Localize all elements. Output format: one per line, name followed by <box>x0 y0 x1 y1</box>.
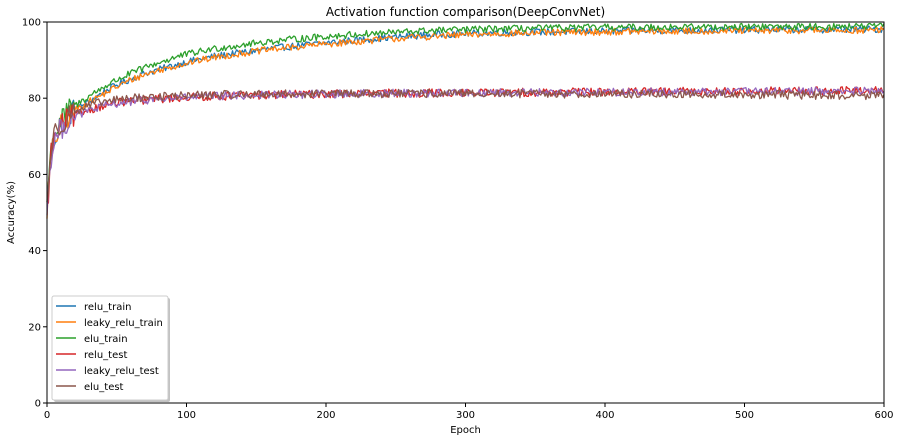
x-tick-label: 300 <box>456 410 475 421</box>
y-tick-label: 60 <box>28 170 41 181</box>
legend-label: relu_train <box>84 302 131 313</box>
legend-box <box>51 295 169 401</box>
x-tick-label: 500 <box>735 410 754 421</box>
series-layer <box>46 22 885 219</box>
x-axis-label: Epoch <box>450 425 481 436</box>
ticks-layer: 0 100 200 300 400 500 600 0 20 40 60 80 100 <box>22 18 894 422</box>
y-axis-label: Accuracy(%) <box>6 181 17 244</box>
plot-frame <box>46 21 885 404</box>
legend-label: leaky_relu_test <box>84 366 159 377</box>
y-tick-label: 100 <box>22 18 41 29</box>
x-tick-label: 600 <box>874 410 893 421</box>
x-tick-label: 100 <box>177 410 196 421</box>
legend-label: elu_train <box>84 334 128 345</box>
legend: relu_train leaky_relu_train elu_train relu_… <box>51 295 170 402</box>
y-tick-label: 20 <box>28 322 41 333</box>
series-line-relu-train <box>46 25 885 200</box>
y-tick-label: 0 <box>35 399 41 410</box>
series-line-leaky-relu-train <box>46 26 885 219</box>
x-tick-label: 200 <box>316 410 335 421</box>
x-tick-label: 0 <box>44 410 50 421</box>
y-tick-label: 40 <box>28 246 41 257</box>
legend-label: elu_test <box>84 382 124 393</box>
series-line-elu-test <box>46 88 885 203</box>
series-line-relu-test <box>46 86 885 205</box>
y-tick-label: 80 <box>28 94 41 105</box>
series-line-elu-train <box>46 22 885 202</box>
x-tick-label: 400 <box>595 410 614 421</box>
chart-title: Activation function comparison(DeepConvN… <box>326 5 605 19</box>
legend-label: relu_test <box>84 350 127 361</box>
series-line-leaky-relu-test <box>46 86 885 216</box>
legend-label: leaky_relu_train <box>84 318 163 329</box>
